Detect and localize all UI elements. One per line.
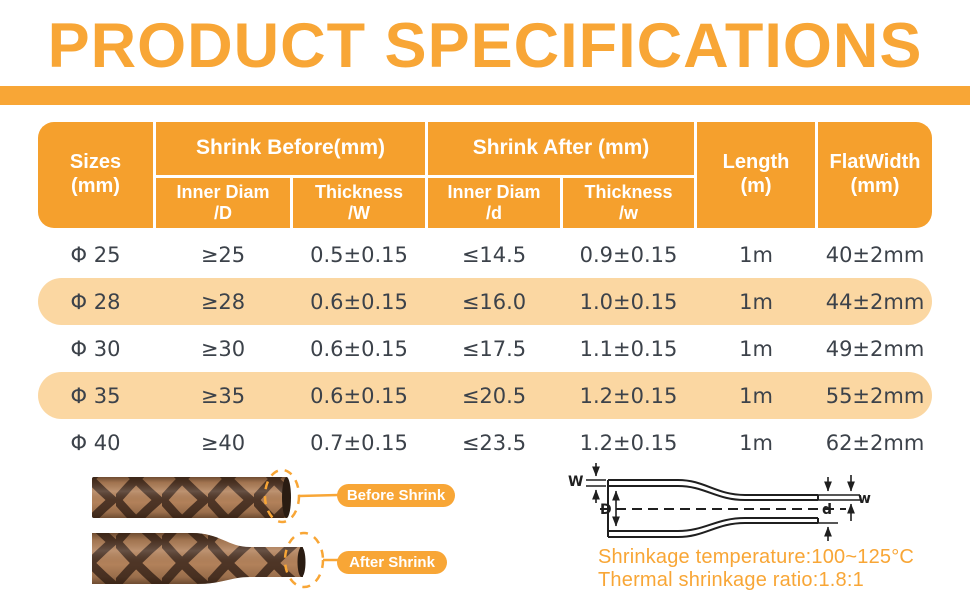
cell-inner-diam-d: ≤23.5 — [461, 430, 527, 455]
cell-flat-width: 44±2mm — [825, 289, 925, 314]
cell-inner-diam-D: ≥28 — [200, 289, 246, 314]
cell-length: 1m — [739, 336, 773, 361]
tube-opening — [297, 547, 306, 577]
cell-size: Φ 35 — [70, 383, 121, 408]
header-shrink-before: Shrink Before(mm) — [156, 122, 425, 175]
cell-size: Φ 28 — [70, 289, 121, 314]
cell-length: 1m — [739, 289, 773, 314]
shrinkage-ratio-note: Thermal shrinkage ratio:1.8:1 — [598, 569, 864, 591]
shrinkage-temperature-note: Shrinkage temperature:100~125°C — [598, 546, 915, 568]
cell-inner-diam-d: ≤17.5 — [461, 336, 527, 361]
cell-flat-width: 49±2mm — [825, 336, 925, 361]
cell-size: Φ 30 — [70, 336, 121, 361]
before-shrink-callout-line — [298, 493, 339, 498]
cell-length: 1m — [739, 242, 773, 267]
cell-thickness-W: 0.6±0.15 — [310, 383, 408, 408]
page-title: PRODUCT SPECIFICATIONS — [47, 11, 923, 81]
cell-length: 1m — [739, 383, 773, 408]
header-thickness-W: Thickness /W — [293, 178, 425, 228]
header-inner-diam-D: Inner Diam /D — [156, 178, 290, 228]
header-thickness-W-line1: Thickness — [314, 181, 404, 202]
table-row: Φ 40 ≥40 0.7±0.15 ≤23.5 1.2±0.15 1m 62±2… — [38, 419, 932, 466]
dim-label-W: W — [568, 474, 583, 490]
cell-thickness-w: 1.2±0.15 — [579, 430, 678, 455]
cell-inner-diam-D: ≥35 — [200, 383, 246, 408]
cell-size: Φ 25 — [70, 242, 121, 267]
spec-table-header: Sizes (mm) Shrink Before(mm) Shrink Afte… — [38, 122, 932, 228]
table-row: Φ 35 ≥35 0.6±0.15 ≤20.5 1.2±0.15 1m 55±2… — [38, 372, 932, 419]
cell-flat-width: 62±2mm — [825, 430, 925, 455]
header-thickness-w-line2: /w — [618, 203, 638, 223]
table-row: Φ 25 ≥25 0.5±0.15 ≤14.5 0.9±0.15 1m 40±2… — [38, 231, 932, 278]
header-inner-diam-d-line2: /d — [486, 203, 502, 223]
shrink-dimension-diagram: W D d w — [568, 463, 871, 541]
tube-opening — [282, 477, 291, 518]
header-sizes-line1: Sizes — [69, 151, 122, 174]
cell-flat-width: 55±2mm — [825, 383, 925, 408]
header-flat-width-line2: (mm) — [850, 175, 900, 197]
cell-inner-diam-D: ≥30 — [200, 336, 246, 361]
header-thickness-W-line2: /W — [348, 203, 370, 223]
dim-label-D: D — [600, 502, 612, 518]
tube-illustration — [92, 468, 339, 589]
cell-inner-diam-d: ≤16.0 — [461, 289, 527, 314]
header-thickness-w: Thickness /w — [563, 178, 694, 228]
spec-table-body: Φ 25 ≥25 0.5±0.15 ≤14.5 0.9±0.15 1m 40±2… — [38, 231, 932, 466]
shrinkage-notes: Shrinkage temperature:100~125°C Thermal … — [598, 546, 914, 592]
cell-inner-diam-d: ≤20.5 — [461, 383, 527, 408]
after-shrink-tube — [92, 533, 306, 584]
before-shrink-label: Before Shrink — [337, 484, 455, 507]
dim-label-w: w — [858, 491, 871, 507]
cell-size: Φ 40 — [70, 430, 121, 455]
dimension-marks — [586, 463, 860, 541]
tube-profile-outline — [600, 479, 846, 538]
header-sizes: Sizes (mm) — [38, 122, 153, 228]
cell-inner-diam-D: ≥40 — [200, 430, 246, 455]
table-row: Φ 30 ≥30 0.6±0.15 ≤17.5 1.1±0.15 1m 49±2… — [38, 325, 932, 372]
header-inner-diam-D-line1: Inner Diam — [176, 181, 270, 202]
cell-thickness-w: 1.1±0.15 — [579, 336, 678, 361]
spec-table: Sizes (mm) Shrink Before(mm) Shrink Afte… — [38, 122, 932, 466]
cell-flat-width: 40±2mm — [825, 242, 925, 267]
table-row: Φ 28 ≥28 0.6±0.15 ≤16.0 1.0±0.15 1m 44±2… — [38, 278, 932, 325]
header-length: Length (m) — [697, 122, 815, 228]
after-shrink-label: After Shrink — [337, 551, 447, 574]
header-flat-width-line1: FlatWidth — [829, 151, 921, 174]
cell-thickness-W: 0.6±0.15 — [310, 289, 408, 314]
header-inner-diam-d-line1: Inner Diam — [447, 181, 541, 202]
cell-thickness-w: 1.0±0.15 — [579, 289, 678, 314]
header-thickness-w-line1: Thickness — [584, 181, 673, 202]
cell-length: 1m — [739, 430, 773, 455]
cell-inner-diam-d: ≤14.5 — [461, 242, 527, 267]
dim-label-d: d — [822, 502, 832, 518]
header-length-line2: (m) — [740, 175, 772, 197]
title-underline-bar — [0, 86, 970, 105]
header-inner-diam-D-line2: /D — [214, 203, 232, 223]
cell-thickness-w: 0.9±0.15 — [579, 242, 678, 267]
cell-thickness-w: 1.2±0.15 — [579, 383, 678, 408]
header-flat-width: FlatWidth (mm) — [818, 122, 932, 228]
header-length-line1: Length — [722, 151, 790, 174]
header-sizes-line2: (mm) — [71, 175, 120, 197]
cell-thickness-W: 0.6±0.15 — [310, 336, 408, 361]
cell-thickness-W: 0.5±0.15 — [310, 242, 408, 267]
cell-inner-diam-D: ≥25 — [200, 242, 246, 267]
before-shrink-tube — [92, 477, 291, 518]
cell-thickness-W: 0.7±0.15 — [310, 430, 408, 455]
header-shrink-after: Shrink After (mm) — [428, 122, 694, 175]
header-inner-diam-d: Inner Diam /d — [428, 178, 560, 228]
